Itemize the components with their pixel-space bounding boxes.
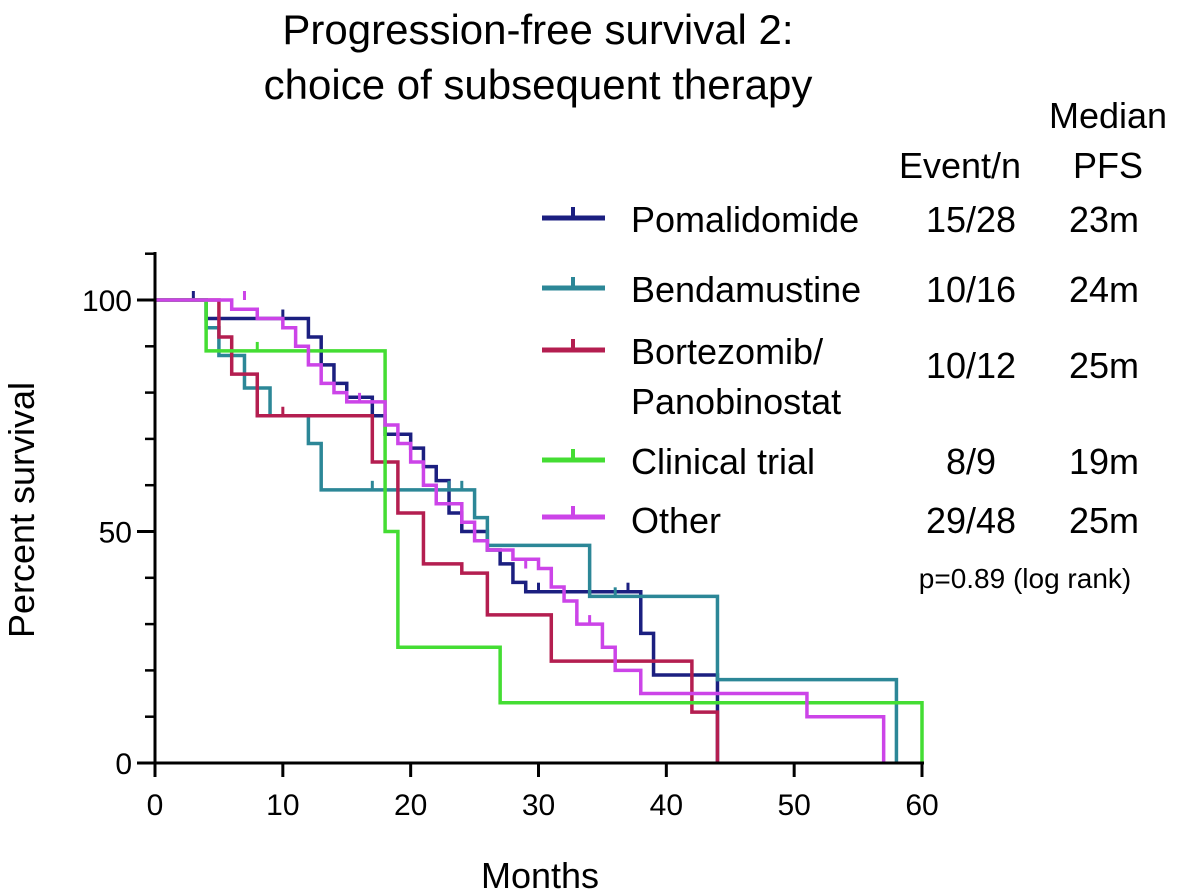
legend-median-bendamustine: 24m [1069, 269, 1139, 310]
legend-label-bendamustine: Bendamustine [631, 269, 861, 310]
legend-median-clinical-trial: 19m [1069, 441, 1139, 482]
legend-label-other: Other [631, 500, 721, 541]
legend-label-bortezomib-panobinostat: Bortezomib/ [631, 331, 823, 372]
legend-events-bendamustine: 10/16 [926, 269, 1016, 310]
x-tick-label: 50 [777, 789, 810, 822]
y-tick-label: 0 [115, 748, 132, 781]
chart-title: Progression-free survival 2: [282, 6, 793, 53]
x-tick-label: 10 [266, 789, 299, 822]
y-axis-label: Percent survival [1, 382, 42, 638]
legend-events-pomalidomide: 15/28 [926, 199, 1016, 240]
chart-subtitle: choice of subsequent therapy [264, 61, 813, 108]
x-tick-label: 40 [650, 789, 683, 822]
series-line-bendamustine [155, 298, 899, 763]
x-axis-label: Months [481, 855, 599, 895]
median-header-line2: PFS [1073, 145, 1143, 186]
y-tick-label: 100 [82, 285, 132, 318]
series-line-bortezomib-panobinostat [155, 298, 720, 763]
legend-median-other: 25m [1069, 500, 1139, 541]
legend-events-other: 29/48 [926, 500, 1016, 541]
events-header: Event/n [899, 145, 1021, 186]
legend-median-bortezomib-panobinostat: 25m [1069, 345, 1139, 386]
x-tick-label: 0 [147, 789, 164, 822]
plot-area [155, 291, 924, 763]
series-line-clinical-trial [155, 298, 924, 763]
legend: Pomalidomide 15/28 23m Bendamustine 10/16 24m… [542, 199, 1139, 541]
x-tick-label: 60 [905, 789, 938, 822]
y-tick-label: 50 [99, 517, 132, 550]
x-tick-label: 30 [522, 789, 555, 822]
legend-label-clinical-trial: Clinical trial [631, 441, 815, 482]
legend-events-clinical-trial: 8/9 [946, 441, 996, 482]
series-line-other [155, 298, 886, 763]
x-tick-label: 20 [394, 789, 427, 822]
axes: 0 50 100 0 10 20 30 40 50 60 [82, 252, 939, 822]
legend-median-pomalidomide: 23m [1069, 199, 1139, 240]
legend-events-bortezomib-panobinostat: 10/12 [926, 345, 1016, 386]
median-header-line1: Median [1049, 95, 1167, 136]
legend-label-bortezomib-panobinostat-line2: Panobinostat [631, 381, 841, 422]
legend-label-pomalidomide: Pomalidomide [631, 199, 859, 240]
pvalue-annotation: p=0.89 (log rank) [919, 563, 1131, 594]
